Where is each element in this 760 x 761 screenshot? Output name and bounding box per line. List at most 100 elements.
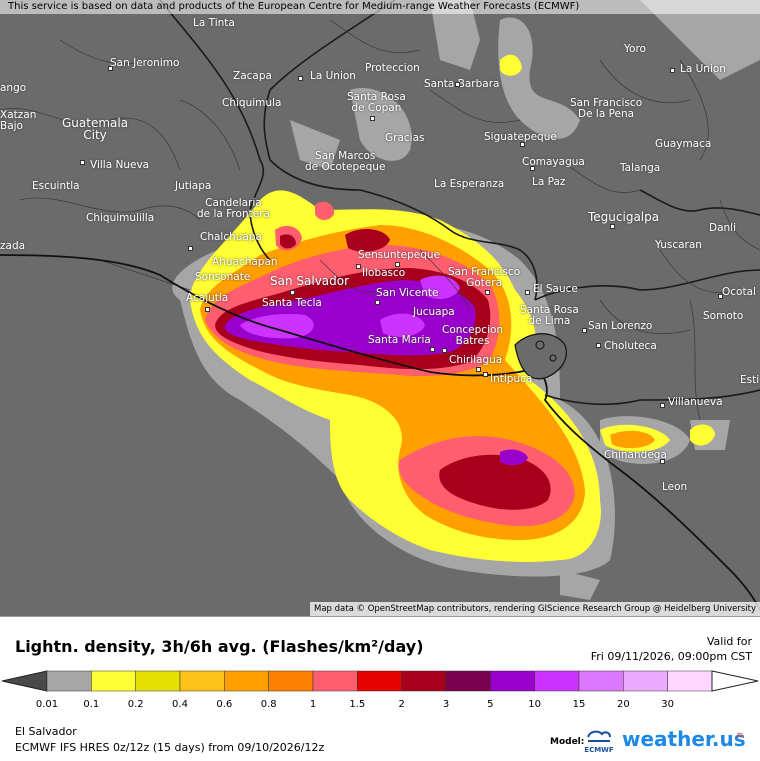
scale-bin bbox=[312, 670, 358, 692]
city-label: Chirilagua bbox=[449, 354, 503, 366]
map-canvas bbox=[0, 0, 760, 611]
ecmwf-attribution: This service is based on data and produc… bbox=[0, 0, 760, 14]
city-label: Jucuapa bbox=[413, 306, 455, 318]
city-label: San Vicente bbox=[376, 287, 439, 299]
city-marker bbox=[430, 347, 435, 352]
admin-boundaries bbox=[0, 19, 760, 421]
city-label: Sonsonate bbox=[195, 271, 251, 283]
scale-tick-label: 10 bbox=[528, 699, 542, 710]
map-data-attribution: Map data © OpenStreetMap contributors, r… bbox=[310, 602, 760, 616]
city-marker bbox=[80, 160, 85, 165]
scale-bin bbox=[179, 670, 225, 692]
city-label: Somoto bbox=[703, 310, 744, 322]
model-run-info: ECMWF IFS HRES 0z/12z (15 days) from 09/… bbox=[15, 741, 325, 754]
city-label: Ahuachapan bbox=[212, 256, 278, 268]
city-label: El Sauce bbox=[533, 283, 578, 295]
color-scale-bar bbox=[1, 670, 759, 692]
city-label: La Tinta bbox=[193, 17, 235, 29]
city-marker bbox=[108, 66, 113, 71]
city-marker bbox=[356, 264, 361, 269]
legend-panel: Lightn. density, 3h/6h avg. (Flashes/km²… bbox=[0, 616, 760, 761]
city-marker bbox=[483, 372, 488, 377]
scale-bin bbox=[224, 670, 269, 692]
city-marker bbox=[582, 328, 587, 333]
city-label: Chiquimulilla bbox=[86, 212, 155, 224]
city-label: Santa Rosa de Copan bbox=[347, 91, 406, 114]
scale-bin bbox=[268, 670, 314, 692]
city-label: San Francisco Gotera bbox=[448, 266, 521, 289]
city-label: San Jeronimo bbox=[110, 57, 180, 69]
city-label: Leon bbox=[662, 481, 688, 493]
city-label: Choluteca bbox=[604, 340, 657, 352]
legend-title: Lightn. density, 3h/6h avg. (Flashes/km²… bbox=[15, 637, 424, 656]
scale-bin bbox=[46, 670, 92, 692]
scale-tick-label: 0.4 bbox=[172, 699, 188, 710]
city-label: Guatemala City bbox=[62, 116, 129, 142]
city-label: Zacapa bbox=[233, 70, 272, 82]
city-marker bbox=[370, 116, 375, 121]
scale-tick-label: 2 bbox=[398, 699, 405, 710]
city-label: La Paz bbox=[532, 176, 566, 188]
scale-bin bbox=[357, 670, 402, 692]
scale-bin bbox=[445, 670, 491, 692]
city-label: Escuintla bbox=[32, 180, 80, 192]
scale-bin bbox=[91, 670, 136, 692]
city-label: Xatzan Bajo bbox=[0, 109, 37, 132]
city-label: San Francisco De la Pena bbox=[570, 97, 643, 120]
city-label: Santa Barbara bbox=[424, 78, 500, 90]
city-label: Sensuntepeque bbox=[358, 249, 441, 261]
city-label: Santa Rosa de Lima bbox=[520, 304, 579, 327]
city-label: La Union bbox=[680, 63, 726, 75]
city-marker bbox=[298, 76, 303, 81]
scale-bin bbox=[135, 670, 181, 692]
scale-tick-label: 20 bbox=[616, 699, 630, 710]
scale-tick-label: 0.8 bbox=[260, 699, 277, 710]
city-label: Intipuca bbox=[490, 373, 533, 385]
scale-tick-label: 1 bbox=[309, 699, 317, 710]
city-label: Villa Nueva bbox=[90, 159, 150, 171]
city-label: Candelaria de la Frontera bbox=[197, 197, 270, 220]
weather-us-logo[interactable]: weather.us bbox=[622, 727, 746, 751]
country-borders bbox=[159, 0, 760, 406]
scale-bin bbox=[534, 670, 580, 692]
city-label: Chinandega bbox=[604, 449, 667, 461]
city-label: ango bbox=[0, 82, 27, 94]
city-label: Gracias bbox=[385, 132, 425, 144]
city-marker bbox=[485, 290, 490, 295]
city-label: Tegucigalpa bbox=[588, 210, 660, 224]
brand-swoosh-icon: ≋ bbox=[736, 731, 744, 741]
scale-bin bbox=[578, 670, 624, 692]
city-label: San Marcos de Ocotepeque bbox=[305, 150, 386, 173]
scale-tick-label: 0.01 bbox=[35, 699, 59, 710]
city-marker bbox=[205, 307, 210, 312]
city-marker bbox=[530, 166, 535, 171]
scale-arrow-low bbox=[1, 670, 48, 692]
city-marker bbox=[188, 246, 193, 251]
city-marker bbox=[718, 294, 723, 299]
city-label: zada bbox=[0, 240, 26, 252]
city-marker bbox=[455, 82, 460, 87]
city-label: Chalchuapa bbox=[200, 231, 262, 243]
city-label: Ocotal bbox=[722, 286, 756, 298]
valid-time: Fri 09/11/2026, 09:00pm CST bbox=[590, 650, 752, 663]
scale-arrow-high bbox=[711, 670, 759, 692]
coastline bbox=[0, 254, 760, 611]
city-marker bbox=[670, 68, 675, 73]
city-marker bbox=[660, 403, 665, 408]
city-label: Esti bbox=[740, 374, 760, 386]
city-label: Chiquimula bbox=[222, 97, 282, 109]
scale-tick-label: 15 bbox=[572, 699, 586, 710]
city-marker bbox=[596, 343, 601, 348]
color-scale-labels: 0.01 0.1 0.2 0.4 0.6 0.8 1 1.5 2 3 5 10 15 20 30 bbox=[0, 699, 760, 713]
ecmwf-logo-icon: ECMWF bbox=[584, 730, 614, 754]
city-label: Yuscaran bbox=[655, 239, 702, 251]
city-marker bbox=[660, 459, 665, 464]
city-label: San Lorenzo bbox=[588, 320, 653, 332]
city-label: La Esperanza bbox=[434, 178, 505, 190]
forecast-map[interactable]: La Tinta San Jeronimo Zacapa La Union Pr… bbox=[0, 0, 760, 616]
ecmwf-logo-text: ECMWF bbox=[584, 746, 614, 754]
city-label: Danli bbox=[709, 222, 737, 234]
city-label: Villanueva bbox=[668, 396, 723, 408]
city-label: Acajutla bbox=[186, 292, 229, 304]
city-marker bbox=[476, 367, 481, 372]
